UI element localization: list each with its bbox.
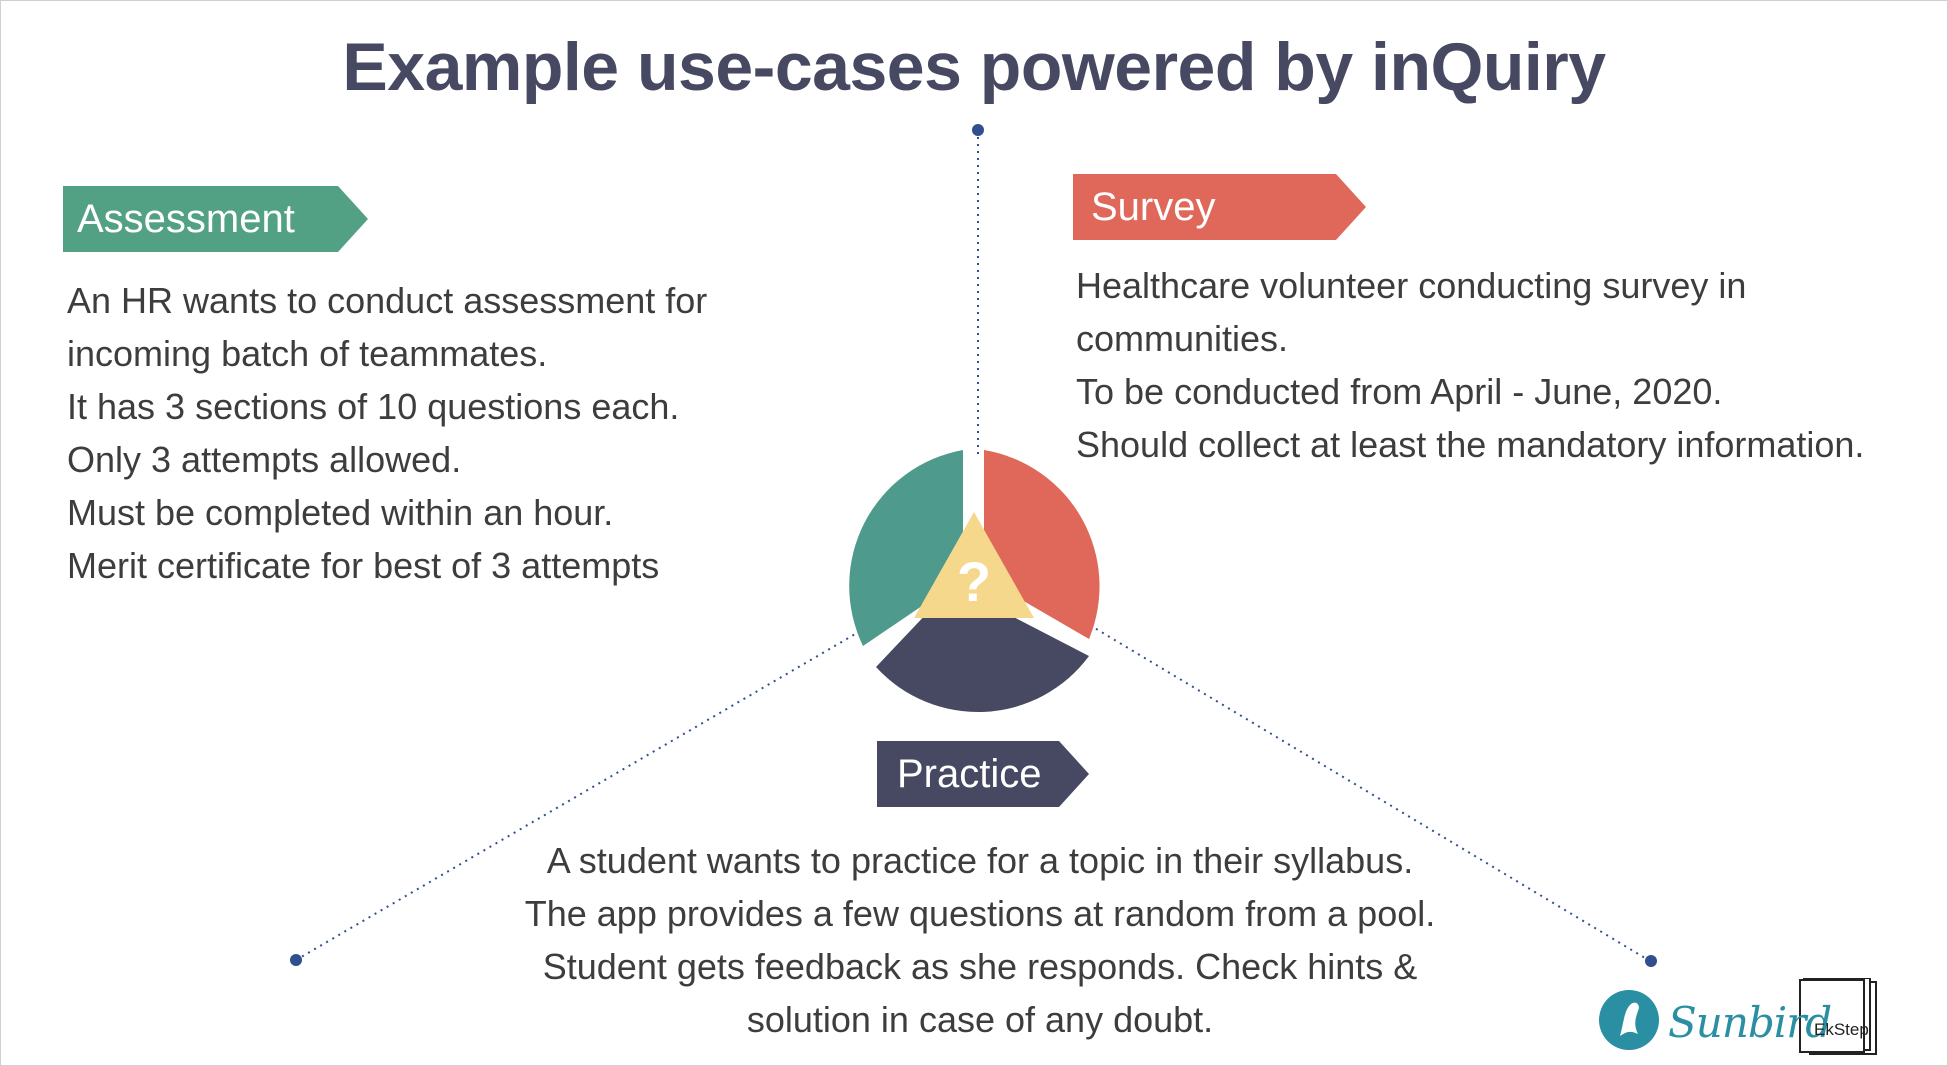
survey-line: Healthcare volunteer conducting survey i… bbox=[1076, 265, 1747, 306]
practice-line: Student gets feedback as she responds. C… bbox=[542, 946, 1418, 987]
practice-description: A student wants to practice for a topic … bbox=[480, 834, 1480, 1046]
page-title: Example use-cases powered by inQuiry bbox=[342, 29, 1606, 105]
practice-line: solution in case of any doubt. bbox=[746, 999, 1214, 1040]
connector-left-dot bbox=[290, 954, 302, 966]
logos bbox=[1599, 978, 1877, 1055]
tag-practice: Practice bbox=[877, 741, 1089, 807]
tag-assessment: Assessment bbox=[63, 186, 368, 252]
ekstep-wordmark: EkStep bbox=[1814, 1020, 1869, 1039]
assessment-line: Must be completed within an hour. bbox=[67, 492, 614, 533]
assessment-description: An HR wants to conduct assessment for in… bbox=[67, 274, 707, 592]
center-question-mark: ? bbox=[957, 550, 991, 613]
practice-line: The app provides a few questions at rand… bbox=[524, 893, 1436, 934]
survey-line: Should collect at least the mandatory in… bbox=[1076, 424, 1865, 465]
ekstep-logo-icon bbox=[1799, 978, 1877, 1055]
survey-line: communities. bbox=[1076, 318, 1289, 359]
practice-line: A student wants to practice for a topic … bbox=[546, 840, 1414, 881]
assessment-line: Merit certificate for best of 3 attempts bbox=[67, 545, 660, 586]
assessment-line: Only 3 attempts allowed. bbox=[67, 439, 462, 480]
tag-survey: Survey bbox=[1073, 174, 1366, 240]
connector-right-dot bbox=[1645, 955, 1657, 967]
assessment-line: incoming batch of teammates. bbox=[67, 333, 548, 374]
center-triangle bbox=[914, 512, 1034, 618]
assessment-line: It has 3 sections of 10 questions each. bbox=[67, 386, 680, 427]
segment-practice bbox=[876, 610, 1089, 713]
survey-line: To be conducted from April - June, 2020. bbox=[1076, 371, 1723, 412]
sunbird-wordmark: Sunbird bbox=[1668, 998, 1832, 1047]
survey-description: Healthcare volunteer conducting survey i… bbox=[1076, 259, 1864, 471]
connector-right bbox=[1057, 605, 1651, 962]
sunbird-logo-icon bbox=[1599, 990, 1659, 1050]
assessment-line: An HR wants to conduct assessment for bbox=[67, 280, 708, 321]
connector-top-dot bbox=[972, 124, 984, 136]
